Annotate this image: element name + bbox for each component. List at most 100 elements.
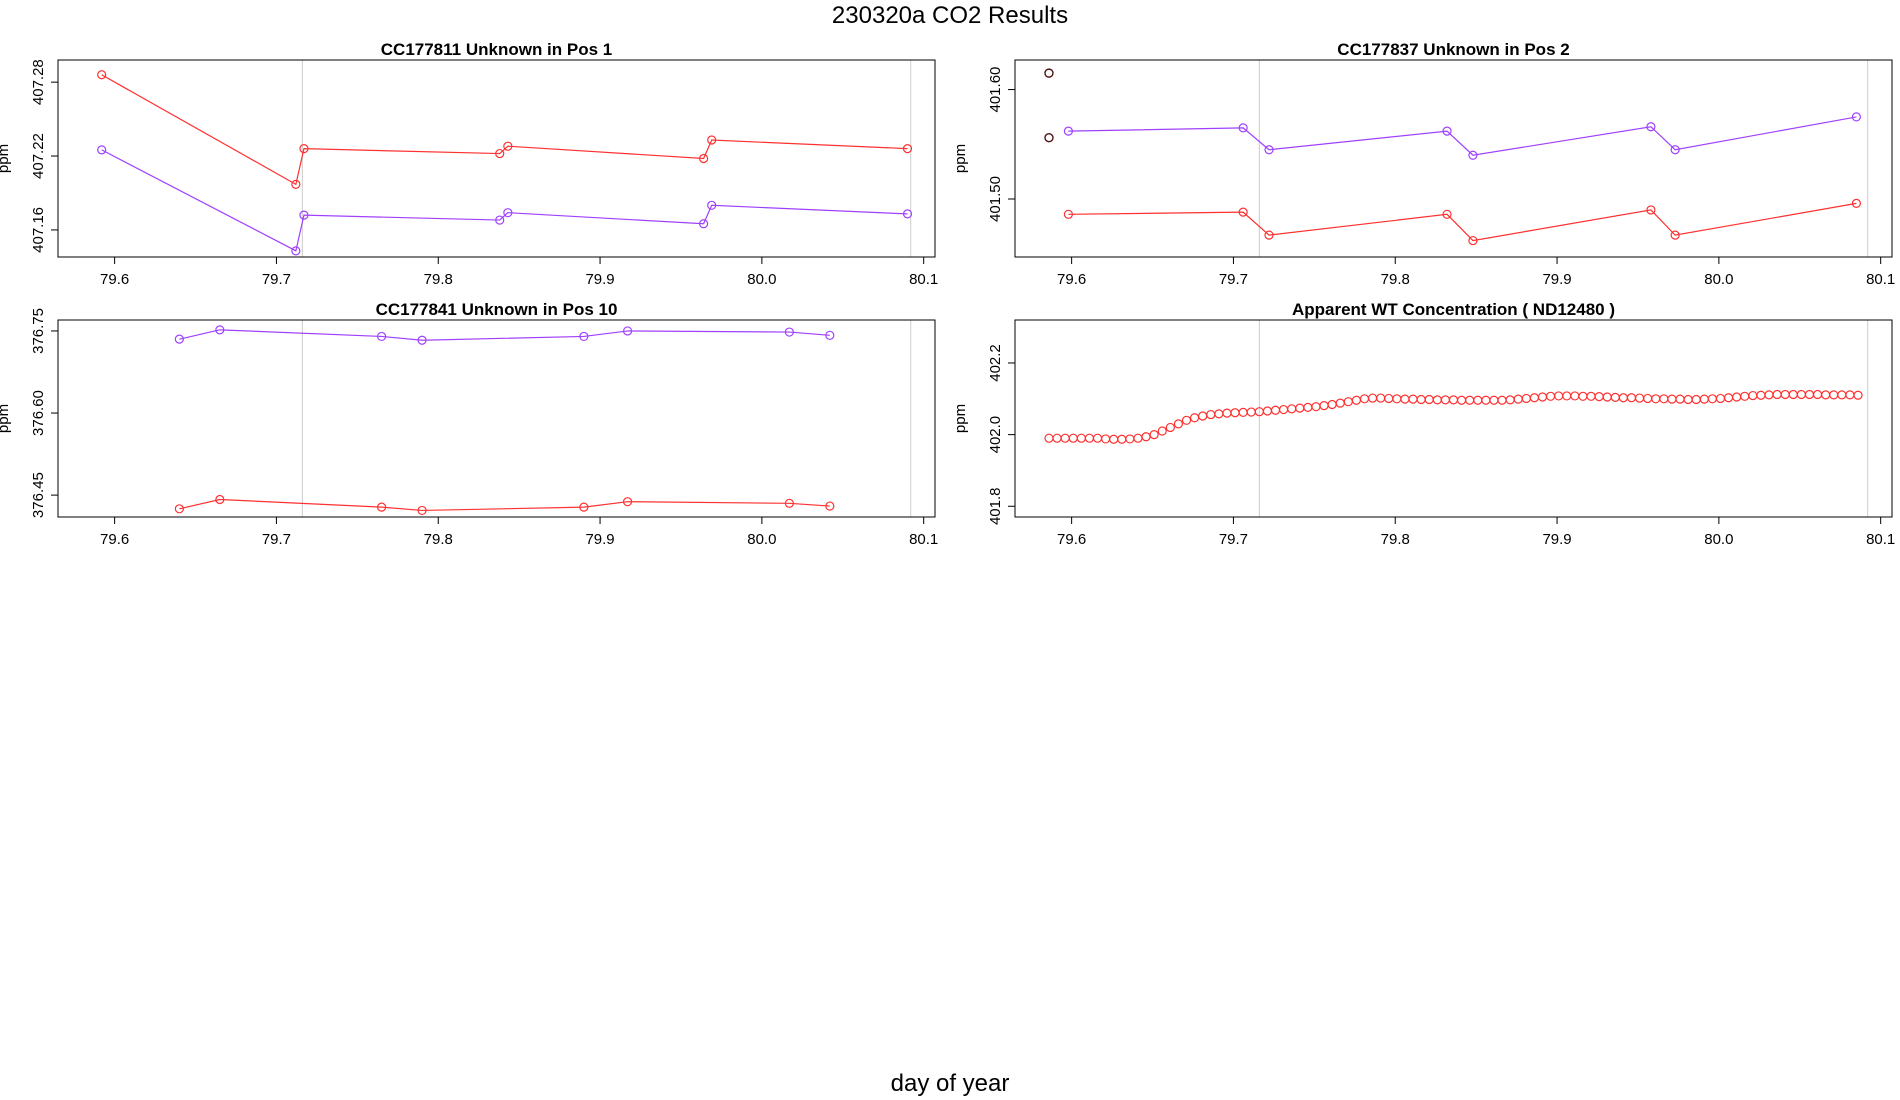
data-point: [1109, 434, 1119, 444]
x-axis-label: day of year: [890, 1070, 1010, 1097]
data-point: [1279, 404, 1289, 415]
data-point: [417, 505, 427, 516]
data-point: [1489, 395, 1499, 405]
data-point: [417, 335, 427, 345]
data-point: [1602, 392, 1612, 402]
chart-panel-1: CC177811 Unknown in Pos 1 ppm 79.6 79.7 79.8…: [0, 40, 938, 288]
x-tick-label: 79.6: [1057, 271, 1086, 288]
data-point: [1610, 392, 1620, 402]
data-point: [1238, 407, 1248, 418]
data-point: [1646, 205, 1656, 215]
y-tick-label: 401.8: [987, 487, 1004, 525]
data-point: [1440, 395, 1451, 405]
data-point: [495, 148, 505, 159]
data-point: [299, 210, 309, 220]
data-point: [1303, 402, 1313, 412]
data-point: [1230, 408, 1240, 418]
data-point: [299, 144, 309, 154]
data-point: [1764, 390, 1774, 400]
y-tick-label: 407.28: [30, 59, 47, 105]
data-point: [1246, 407, 1256, 417]
chart-panel-4: Apparent WT Concentration ( ND12480 ) ppm…: [952, 300, 1895, 548]
data-point: [495, 215, 505, 225]
data-point: [1853, 390, 1863, 400]
data-point: [1618, 393, 1628, 403]
chart-title: CC177811 Unknown in Pos 1: [381, 40, 612, 59]
chart-title: CC177841 Unknown in Pos 10: [376, 300, 618, 319]
data-point: [1214, 409, 1224, 419]
x-tick-label: 79.8: [424, 531, 453, 548]
data-point: [1063, 209, 1073, 219]
data-point: [622, 497, 633, 507]
x-tick-label: 79.8: [1381, 531, 1410, 548]
data-point: [1157, 426, 1167, 436]
data-point: [1351, 395, 1362, 405]
data-point: [902, 144, 913, 154]
data-point: [1270, 405, 1281, 415]
data-point: [1505, 395, 1515, 405]
data-point: [1521, 393, 1531, 404]
data-point: [1659, 394, 1669, 404]
x-tick-label: 80.1: [909, 271, 938, 288]
data-point: [1851, 112, 1862, 122]
x-tick-label: 79.9: [1542, 271, 1571, 288]
data-point: [1562, 391, 1572, 401]
y-axis-label: ppm: [952, 404, 969, 433]
data-point: [1068, 433, 1078, 443]
data-point: [1829, 390, 1839, 400]
data-point: [1060, 433, 1070, 443]
x-tick-label: 79.7: [262, 271, 291, 288]
data-point: [784, 327, 794, 337]
data-point: [1670, 145, 1680, 155]
data-point: [377, 502, 387, 512]
data-point: [1646, 122, 1656, 132]
data-point: [97, 70, 107, 80]
isolated-point: [1044, 68, 1054, 78]
data-point: [699, 153, 709, 164]
data-point: [1052, 433, 1062, 443]
y-axis-label: ppm: [0, 144, 12, 173]
x-tick-label: 80.1: [909, 531, 938, 548]
data-point: [215, 325, 225, 335]
data-point: [1173, 419, 1184, 429]
data-point: [1812, 389, 1823, 400]
data-point: [1198, 411, 1208, 421]
data-point: [579, 502, 589, 512]
data-point: [825, 330, 835, 340]
data-point: [1554, 391, 1564, 401]
data-point: [1740, 391, 1750, 401]
data-point: [1424, 394, 1434, 405]
data-point: [1748, 390, 1758, 401]
data-point: [1732, 392, 1742, 402]
data-point: [1675, 394, 1685, 404]
data-point: [1468, 235, 1478, 246]
data-point: [1723, 393, 1734, 403]
data-point: [1837, 390, 1847, 400]
plot-frame: [57, 319, 936, 518]
y-axis-label: ppm: [0, 404, 12, 433]
data-point: [174, 504, 184, 514]
data-point: [1190, 413, 1200, 423]
data-point: [1101, 434, 1111, 444]
isolated-point: [1044, 133, 1054, 143]
data-point: [174, 334, 184, 344]
data-point: [1448, 395, 1459, 405]
series-line-1: [179, 329, 830, 341]
data-point: [1319, 401, 1329, 411]
data-point: [1473, 395, 1483, 405]
plot-frame: [1014, 319, 1893, 518]
data-point: [1442, 209, 1452, 219]
x-tick-label: 79.7: [1219, 531, 1248, 548]
data-point: [1327, 399, 1337, 410]
y-axis-label: ppm: [952, 144, 969, 173]
data-point: [1287, 404, 1297, 414]
data-point: [579, 331, 589, 342]
data-point: [1529, 393, 1540, 403]
data-point: [1468, 150, 1478, 160]
y-tick-label: 402.0: [987, 416, 1004, 454]
chart-title: Apparent WT Concentration ( ND12480 ): [1292, 300, 1615, 319]
data-point: [1238, 123, 1248, 133]
data-point: [97, 145, 107, 155]
data-point: [1851, 198, 1862, 208]
data-point: [1691, 394, 1701, 405]
